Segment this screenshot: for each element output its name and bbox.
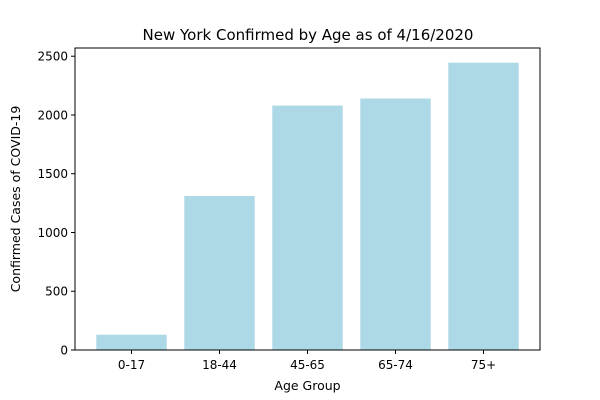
chart-title: New York Confirmed by Age as of 4/16/202… [143, 26, 474, 44]
y-axis-label: Confirmed Cases of COVID-19 [8, 106, 23, 293]
x-tick-label: 75+ [471, 358, 496, 372]
bar-75+ [448, 62, 519, 350]
y-tick-label: 0 [60, 344, 68, 358]
plot-area: 0-17 18-44 45-65 65-74 75+ 0 500 1000 1500 2000 25… [37, 50, 519, 372]
bar-0-17 [96, 334, 167, 350]
y-tick-label: 1500 [37, 167, 68, 181]
y-tick-label: 2500 [37, 50, 68, 64]
bar-18-44 [184, 196, 255, 350]
x-tick-label: 65-74 [378, 358, 413, 372]
y-tick-label: 500 [45, 285, 68, 299]
x-tick-label: 0-17 [118, 358, 145, 372]
bar-65-74 [360, 98, 431, 351]
x-tick-label: 45-65 [290, 358, 325, 372]
y-tick-label: 1000 [37, 226, 68, 240]
x-axis-label: Age Group [274, 378, 340, 393]
y-tick-label: 2000 [37, 108, 68, 122]
x-tick-label: 18-44 [202, 358, 237, 372]
bar-45-65 [272, 105, 343, 350]
plot-frame [74, 47, 541, 351]
